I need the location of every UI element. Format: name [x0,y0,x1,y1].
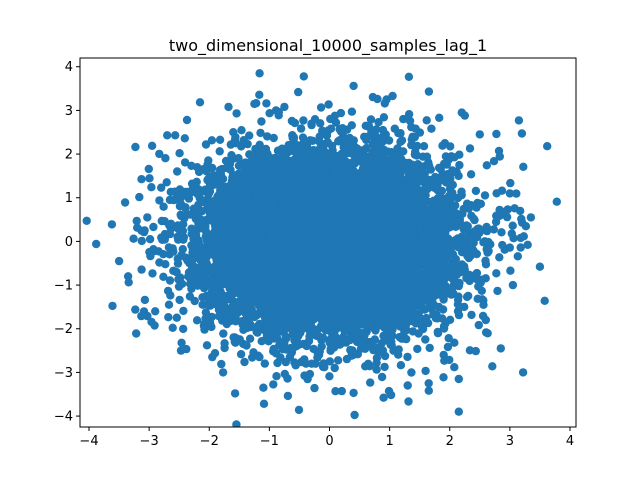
data-point [421,366,430,376]
data-point [179,306,188,316]
data-point [404,110,414,119]
data-point [380,362,389,372]
data-point [201,308,211,317]
data-point [338,124,347,133]
data-point [403,352,412,362]
data-point [240,357,249,367]
data-point [132,329,141,338]
data-point [435,113,444,123]
scatter-points [82,69,561,427]
data-point [498,240,507,250]
data-point [424,87,434,96]
data-point [263,132,272,141]
data-point [316,119,325,128]
data-point [132,216,141,226]
data-point [521,222,531,231]
data-point [433,327,442,337]
data-point [454,171,463,181]
data-point [445,355,454,365]
data-point [482,226,492,236]
data-point [407,368,416,377]
data-point [164,313,173,322]
data-point [159,202,168,211]
data-point [131,142,140,152]
data-point [413,344,422,354]
data-point [174,282,184,291]
data-point [377,372,387,382]
data-point [232,420,241,427]
data-point [273,358,282,368]
data-point [493,286,502,296]
data-point [427,124,436,133]
data-point [407,140,416,150]
data-point [448,166,457,175]
data-point [347,107,357,116]
data-point [492,269,501,278]
data-point [149,222,158,232]
data-point [460,262,469,271]
data-point [333,356,343,365]
data-point [108,301,117,311]
data-point [166,291,175,300]
data-point [140,226,149,235]
data-point [257,337,266,346]
data-point [221,156,231,166]
data-point [147,183,156,192]
data-point [133,223,142,232]
data-point [506,178,515,188]
data-point [144,164,153,174]
data-point [347,121,356,130]
data-point [215,135,225,144]
data-point [220,339,229,348]
data-point [294,405,304,415]
data-point [207,136,217,145]
data-point [256,128,265,138]
data-point [82,216,91,225]
data-point [173,259,183,268]
data-point [543,142,552,151]
data-point [471,186,481,196]
data-point [337,386,346,396]
data-point [269,133,278,143]
data-point [450,363,459,372]
data-point [384,136,394,145]
data-point [508,221,517,230]
data-point [185,292,195,301]
data-point [290,118,300,128]
data-point [366,115,376,124]
data-point [148,269,157,278]
data-point [470,215,479,225]
data-point [177,338,186,347]
chart-title: two_dimensional_10000_samples_lag_1 [169,36,487,56]
data-point [257,117,266,126]
data-point [330,363,339,373]
data-point [446,142,455,151]
data-point [179,324,188,334]
data-point [424,386,433,395]
data-point [453,193,463,203]
data-point [457,187,466,196]
data-point [159,272,168,281]
data-point [372,358,381,367]
data-point [219,329,228,338]
data-point [316,103,326,112]
data-point [202,341,212,350]
data-point [366,378,375,387]
data-point [215,147,224,156]
data-point [175,149,184,158]
data-point [378,125,388,135]
data-point [137,236,146,246]
data-point [249,348,258,357]
data-point [245,334,255,343]
data-point [168,323,177,332]
data-point [173,167,182,176]
